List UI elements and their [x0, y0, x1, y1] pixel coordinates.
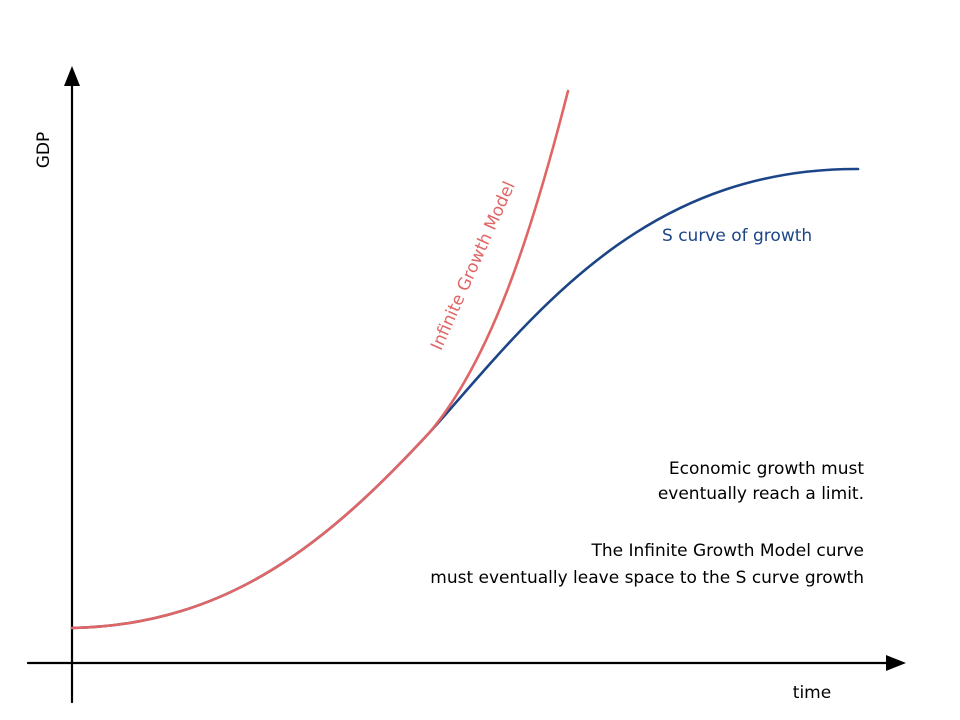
y-axis-arrow	[64, 66, 80, 86]
x-axis-arrow	[886, 655, 906, 671]
s-curve-label: S curve of growth	[662, 226, 812, 246]
x-axis-label: time	[793, 683, 831, 703]
note-line-2: eventually reach a limit.	[658, 484, 864, 504]
note-line-1: Economic growth must	[669, 459, 864, 479]
infinite-growth-curve	[70, 89, 570, 630]
note-line-4: must eventually leave space to the S cur…	[430, 568, 864, 588]
note-line-3: The Infinite Growth Model curve	[590, 541, 864, 561]
y-axis-label: GDP	[34, 132, 54, 169]
infinite-growth-label: Infinite Growth Model	[427, 179, 520, 354]
